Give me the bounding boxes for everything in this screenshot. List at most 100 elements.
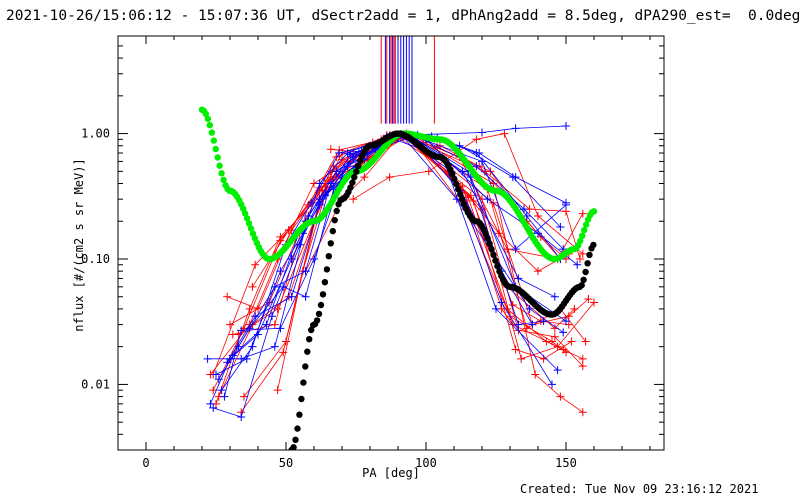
curve-dot (458, 196, 466, 203)
data-point (534, 267, 542, 276)
curve-dot (298, 395, 305, 403)
curve-dot (325, 253, 332, 260)
curve-dot (331, 217, 338, 224)
chart-title: 2021-10-26/15:06:12 - 15:07:36 UT, dSect… (6, 8, 800, 24)
data-point (486, 167, 495, 176)
data-point (522, 212, 531, 221)
series-line (224, 134, 567, 397)
curve-dot (577, 237, 584, 245)
series-blue-19 (209, 132, 562, 421)
curve-dot (243, 215, 251, 222)
data-point (276, 324, 285, 333)
curve-dot (353, 168, 360, 175)
data-point (562, 198, 570, 207)
data-point (573, 260, 582, 269)
data-point (349, 195, 358, 204)
data-point (335, 149, 344, 158)
data-point (503, 245, 512, 254)
data-point (511, 124, 520, 133)
plot-data (198, 36, 598, 450)
data-point (307, 198, 316, 207)
data-point (542, 337, 551, 346)
series-red-4 (214, 131, 587, 401)
data-point (553, 366, 562, 375)
curve-dot (490, 251, 497, 259)
curve-dot (457, 191, 464, 198)
data-point (349, 153, 358, 162)
curve-dot (290, 444, 297, 450)
series-blue-23 (220, 130, 570, 401)
series-red-16 (349, 129, 587, 258)
curve-dot (214, 154, 221, 161)
data-point (550, 292, 559, 301)
data-point (223, 358, 232, 367)
curve-dot (357, 157, 364, 164)
curve-dot (292, 436, 299, 443)
data-point (273, 386, 282, 395)
data-point (214, 375, 223, 384)
data-point (472, 135, 481, 144)
curve-dot (584, 260, 591, 267)
series-blue-30 (321, 131, 565, 264)
curve-dot (220, 176, 227, 184)
data-point (559, 328, 568, 337)
data-point (556, 392, 565, 401)
curve-dot (204, 115, 212, 123)
data-point (282, 337, 290, 346)
curve-dot (206, 122, 213, 129)
curve-dot (347, 184, 354, 191)
data-point (553, 342, 562, 351)
data-point (562, 317, 570, 326)
data-point (343, 162, 352, 171)
data-point (240, 392, 248, 401)
x-axis-label: PA [deg] (362, 466, 420, 480)
data-point (514, 320, 523, 329)
data-point (321, 189, 330, 198)
curve-dot (486, 240, 493, 247)
data-point (478, 128, 486, 137)
curve-dot (488, 245, 495, 253)
data-point (301, 292, 310, 301)
x-tick-label: 100 (415, 456, 437, 470)
data-point (287, 255, 296, 264)
series-line (243, 134, 584, 413)
curve-dot (319, 291, 327, 298)
series-blue-22 (217, 130, 559, 395)
curve-dot (590, 241, 597, 249)
data-point (556, 222, 565, 231)
data-point (472, 162, 481, 171)
data-point (284, 226, 293, 235)
curve-dot (218, 170, 225, 177)
data-point (548, 380, 556, 389)
data-point (262, 320, 271, 329)
data-point (578, 249, 587, 258)
data-point (276, 267, 285, 276)
series-line (277, 133, 584, 391)
data-point (245, 304, 254, 313)
curve-dot (492, 257, 499, 264)
data-point (326, 145, 335, 154)
curve-dot (247, 225, 255, 232)
curve-dot (241, 210, 249, 217)
plot-frame (117, 35, 665, 451)
curve-dot (580, 276, 587, 283)
data-point (270, 320, 279, 329)
curve-dot (582, 268, 589, 276)
curve-dot (321, 279, 329, 286)
data-point (237, 412, 246, 421)
data-point (492, 304, 500, 313)
data-point (578, 408, 587, 417)
data-point (564, 312, 573, 321)
series-red-9 (237, 131, 593, 417)
curve-dot (355, 162, 362, 170)
curve-dot (323, 266, 331, 273)
axes: 0 50 100 150 0.01 0.10 1.00 (81, 35, 664, 470)
data-point (497, 298, 506, 307)
curve-dot (245, 220, 253, 227)
data-point (217, 386, 226, 395)
curve-dot (216, 162, 223, 169)
data-point (578, 362, 587, 371)
data-point (248, 282, 257, 291)
curve-dot (455, 186, 462, 193)
data-point (562, 121, 570, 130)
